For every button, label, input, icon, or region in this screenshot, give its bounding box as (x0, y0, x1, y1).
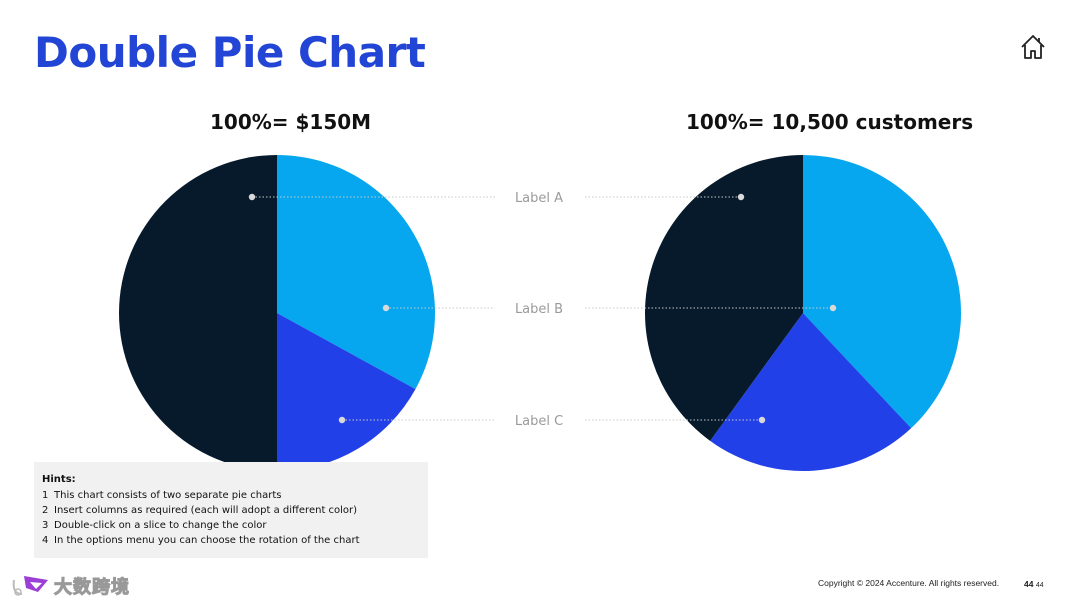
hint-item: 1 This chart consists of two separate pie… (42, 490, 428, 501)
hint-text: Insert columns as required (each will ad… (54, 505, 358, 516)
left-pie (119, 155, 436, 471)
right-pie (645, 155, 961, 471)
pie-slice-b[interactable] (277, 155, 436, 390)
hint-number: 3 (42, 520, 49, 531)
pie-slice-a[interactable] (645, 155, 803, 441)
category-label: Label B (515, 302, 563, 317)
hint-number: 4 (42, 535, 49, 546)
hint-item: 4 In the options menu you can choose the … (42, 535, 428, 546)
hint-text: In the options menu you can choose the r… (54, 535, 360, 546)
pie-slice-c[interactable] (277, 313, 416, 471)
slice-marker-dot (338, 416, 346, 424)
slice-marker-dot (758, 416, 766, 424)
category-labels: Label A Label B Label C (515, 191, 563, 429)
copyright-text: Copyright © 2024 Accenture. All rights r… (818, 578, 1000, 588)
hint-item: 2 Insert columns as required (each will a… (42, 505, 428, 516)
right-pie-title: 100%= 10,500 customers (686, 110, 974, 134)
pie-slice-a[interactable] (119, 155, 277, 471)
category-label: Label A (515, 191, 563, 206)
slice-marker-dot (737, 193, 745, 201)
hints-box: Hints: 1 This chart consists of two separ… (34, 462, 428, 558)
hint-text: Double-click on a slice to change the co… (54, 520, 267, 531)
home-icon[interactable] (1018, 32, 1048, 62)
leader-lines (248, 193, 837, 424)
left-pie-title: 100%= $150M (210, 110, 372, 134)
watermark-logo: 大数跨境 (8, 572, 130, 600)
page-title: Double Pie Chart (34, 28, 426, 77)
category-label: Label C (515, 414, 563, 429)
page-number-small: 44 (1035, 582, 1044, 589)
hint-item: 3 Double-click on a slice to change the c… (42, 520, 428, 531)
pie-slice-c[interactable] (710, 313, 912, 471)
watermark-text: 大数跨境 (54, 577, 130, 599)
page-number-main: 44 (1024, 579, 1034, 589)
slice-marker-dot (829, 304, 837, 312)
page-number: 44 44 (1024, 579, 1044, 589)
slice-marker-dot (382, 304, 390, 312)
slice-marker-dot (248, 193, 256, 201)
hint-text: This chart consists of two separate pie … (54, 490, 282, 501)
hint-number: 2 (42, 505, 49, 516)
watermark-icon (12, 576, 48, 596)
pie-slice-b[interactable] (803, 155, 961, 429)
hints-heading: Hints: (42, 474, 76, 485)
hint-number: 1 (42, 490, 49, 501)
